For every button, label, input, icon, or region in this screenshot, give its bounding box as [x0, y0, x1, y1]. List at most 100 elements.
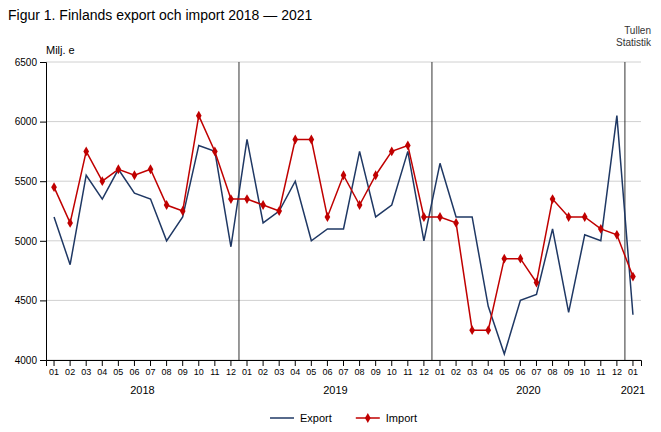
x-tick-label: 07 — [338, 367, 348, 377]
x-tick-label: 05 — [113, 367, 123, 377]
x-tick: 06 — [322, 360, 332, 377]
x-tick-label: 09 — [371, 367, 381, 377]
x-tick-label: 10 — [387, 367, 397, 377]
series-marker — [598, 224, 604, 234]
x-tick-mark — [456, 360, 457, 366]
x-tick-label: 10 — [580, 367, 590, 377]
x-tick-label: 04 — [97, 367, 107, 377]
x-tick-mark — [70, 360, 71, 366]
x-tick-label: 11 — [403, 367, 412, 377]
x-tick: 11 — [596, 360, 605, 377]
y-tick: 6500 — [15, 57, 46, 68]
x-tick-mark — [343, 360, 344, 366]
x-tick: 10 — [387, 360, 397, 377]
series-marker — [325, 212, 331, 222]
x-tick-mark — [86, 360, 87, 366]
series-marker — [453, 218, 459, 228]
x-tick: 03 — [467, 360, 477, 377]
x-tick-label: 02 — [65, 367, 75, 377]
x-tick-mark — [584, 360, 585, 366]
grid-line — [46, 240, 641, 241]
x-tick: 09 — [178, 360, 188, 377]
x-tick-mark — [247, 360, 248, 366]
x-tick-label: 03 — [81, 367, 91, 377]
legend-item: Import — [356, 412, 417, 424]
y-tick-label: 4500 — [15, 295, 38, 306]
x-tick-mark — [423, 360, 424, 366]
x-tick-label: 07 — [146, 367, 156, 377]
x-tick-mark — [54, 360, 55, 366]
series-line — [54, 116, 633, 354]
x-tick-label: 08 — [355, 367, 365, 377]
x-tick: 12 — [419, 360, 429, 377]
x-tick-label: 07 — [531, 367, 541, 377]
x-tick-mark — [600, 360, 601, 366]
legend-marker — [365, 413, 371, 423]
x-tick-mark — [536, 360, 537, 366]
x-tick: 03 — [81, 360, 91, 377]
chart: Figur 1. Finlands export och import 2018… — [0, 0, 661, 432]
x-tick: 03 — [274, 360, 284, 377]
x-tick-mark — [263, 360, 264, 366]
series-marker — [518, 254, 524, 264]
x-tick: 01 — [49, 360, 59, 377]
y-tick: 5000 — [15, 236, 46, 247]
x-tick-mark — [632, 360, 633, 366]
y-tick-mark — [40, 360, 46, 361]
x-tick-mark — [488, 360, 489, 366]
y-axis-line — [40, 63, 47, 361]
x-tick-mark — [230, 360, 231, 366]
series-marker — [180, 206, 186, 216]
x-tick-mark — [118, 360, 119, 366]
series-marker — [260, 200, 266, 210]
x-tick-label: 02 — [451, 367, 461, 377]
x-tick-mark — [472, 360, 473, 366]
x-tick-mark — [198, 360, 199, 366]
x-tick: 11 — [403, 360, 412, 377]
y-axis: 400045005000550060006500 — [15, 57, 47, 366]
x-tick-mark — [375, 360, 376, 366]
x-tick: 12 — [612, 360, 622, 377]
watermark: TullenStatistik — [616, 25, 652, 48]
x-tick: 05 — [499, 360, 509, 377]
x-tick: 08 — [548, 360, 558, 377]
series-marker — [357, 200, 363, 210]
x-tick-label: 12 — [419, 367, 429, 377]
x-tick: 04 — [97, 360, 107, 377]
x-tick-mark — [150, 360, 151, 366]
x-tick-label: 08 — [162, 367, 172, 377]
x-tick-label: 04 — [483, 367, 493, 377]
x-tick-label: 09 — [564, 367, 574, 377]
x-tick: 06 — [129, 360, 139, 377]
x-tick: 08 — [355, 360, 365, 377]
year-label: 2020 — [516, 384, 540, 396]
x-tick-mark — [295, 360, 296, 366]
x-tick: 09 — [564, 360, 574, 377]
series-marker — [228, 194, 234, 204]
series-marker — [164, 200, 170, 210]
legend-label: Import — [386, 412, 417, 424]
series-marker — [501, 254, 507, 264]
x-tick-label: 11 — [210, 367, 219, 377]
series-marker — [389, 146, 395, 156]
y-tick-mark — [40, 181, 46, 182]
y-tick-label: 6500 — [15, 57, 38, 68]
x-tick-mark — [327, 360, 328, 366]
year-separator — [431, 62, 432, 360]
grid-line — [46, 181, 641, 182]
series-marker — [373, 170, 379, 180]
x-tick: 05 — [113, 360, 123, 377]
series-marker — [405, 141, 411, 151]
series-marker — [132, 170, 138, 180]
x-tick-label: 03 — [274, 367, 284, 377]
marks — [51, 62, 636, 360]
y-tick: 4000 — [15, 355, 46, 366]
x-tick: 12 — [226, 360, 236, 377]
year-label: 2019 — [323, 384, 347, 396]
x-tick-label: 10 — [194, 367, 204, 377]
watermark-line: Statistik — [616, 37, 652, 48]
title: Figur 1. Finlands export och import 2018… — [8, 7, 312, 23]
series-marker — [534, 278, 540, 288]
x-tick-mark — [279, 360, 280, 366]
y-tick-label: 4000 — [15, 355, 38, 366]
